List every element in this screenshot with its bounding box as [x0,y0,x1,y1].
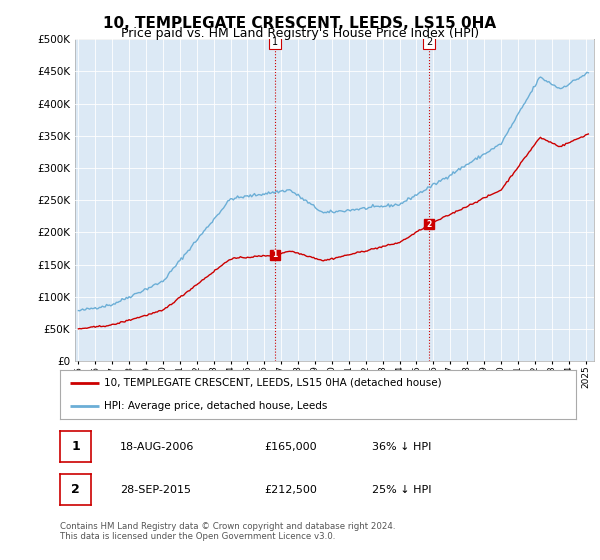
Text: £165,000: £165,000 [264,442,317,451]
Text: 28-SEP-2015: 28-SEP-2015 [120,485,191,494]
Text: 25% ↓ HPI: 25% ↓ HPI [372,485,431,494]
Text: 2: 2 [71,483,80,496]
Text: 18-AUG-2006: 18-AUG-2006 [120,442,194,451]
FancyBboxPatch shape [269,36,281,49]
Text: 1: 1 [71,440,80,453]
Text: 2: 2 [426,38,432,48]
Text: Price paid vs. HM Land Registry's House Price Index (HPI): Price paid vs. HM Land Registry's House … [121,27,479,40]
Text: 1: 1 [272,250,278,259]
Text: 2: 2 [427,220,432,229]
Text: HPI: Average price, detached house, Leeds: HPI: Average price, detached house, Leed… [104,400,327,410]
Text: 10, TEMPLEGATE CRESCENT, LEEDS, LS15 0HA (detached house): 10, TEMPLEGATE CRESCENT, LEEDS, LS15 0HA… [104,378,442,388]
FancyBboxPatch shape [423,36,435,49]
Text: 1: 1 [272,38,278,48]
Text: 36% ↓ HPI: 36% ↓ HPI [372,442,431,451]
Text: 10, TEMPLEGATE CRESCENT, LEEDS, LS15 0HA: 10, TEMPLEGATE CRESCENT, LEEDS, LS15 0HA [103,16,497,31]
Text: £212,500: £212,500 [264,485,317,494]
Text: Contains HM Land Registry data © Crown copyright and database right 2024.
This d: Contains HM Land Registry data © Crown c… [60,522,395,542]
